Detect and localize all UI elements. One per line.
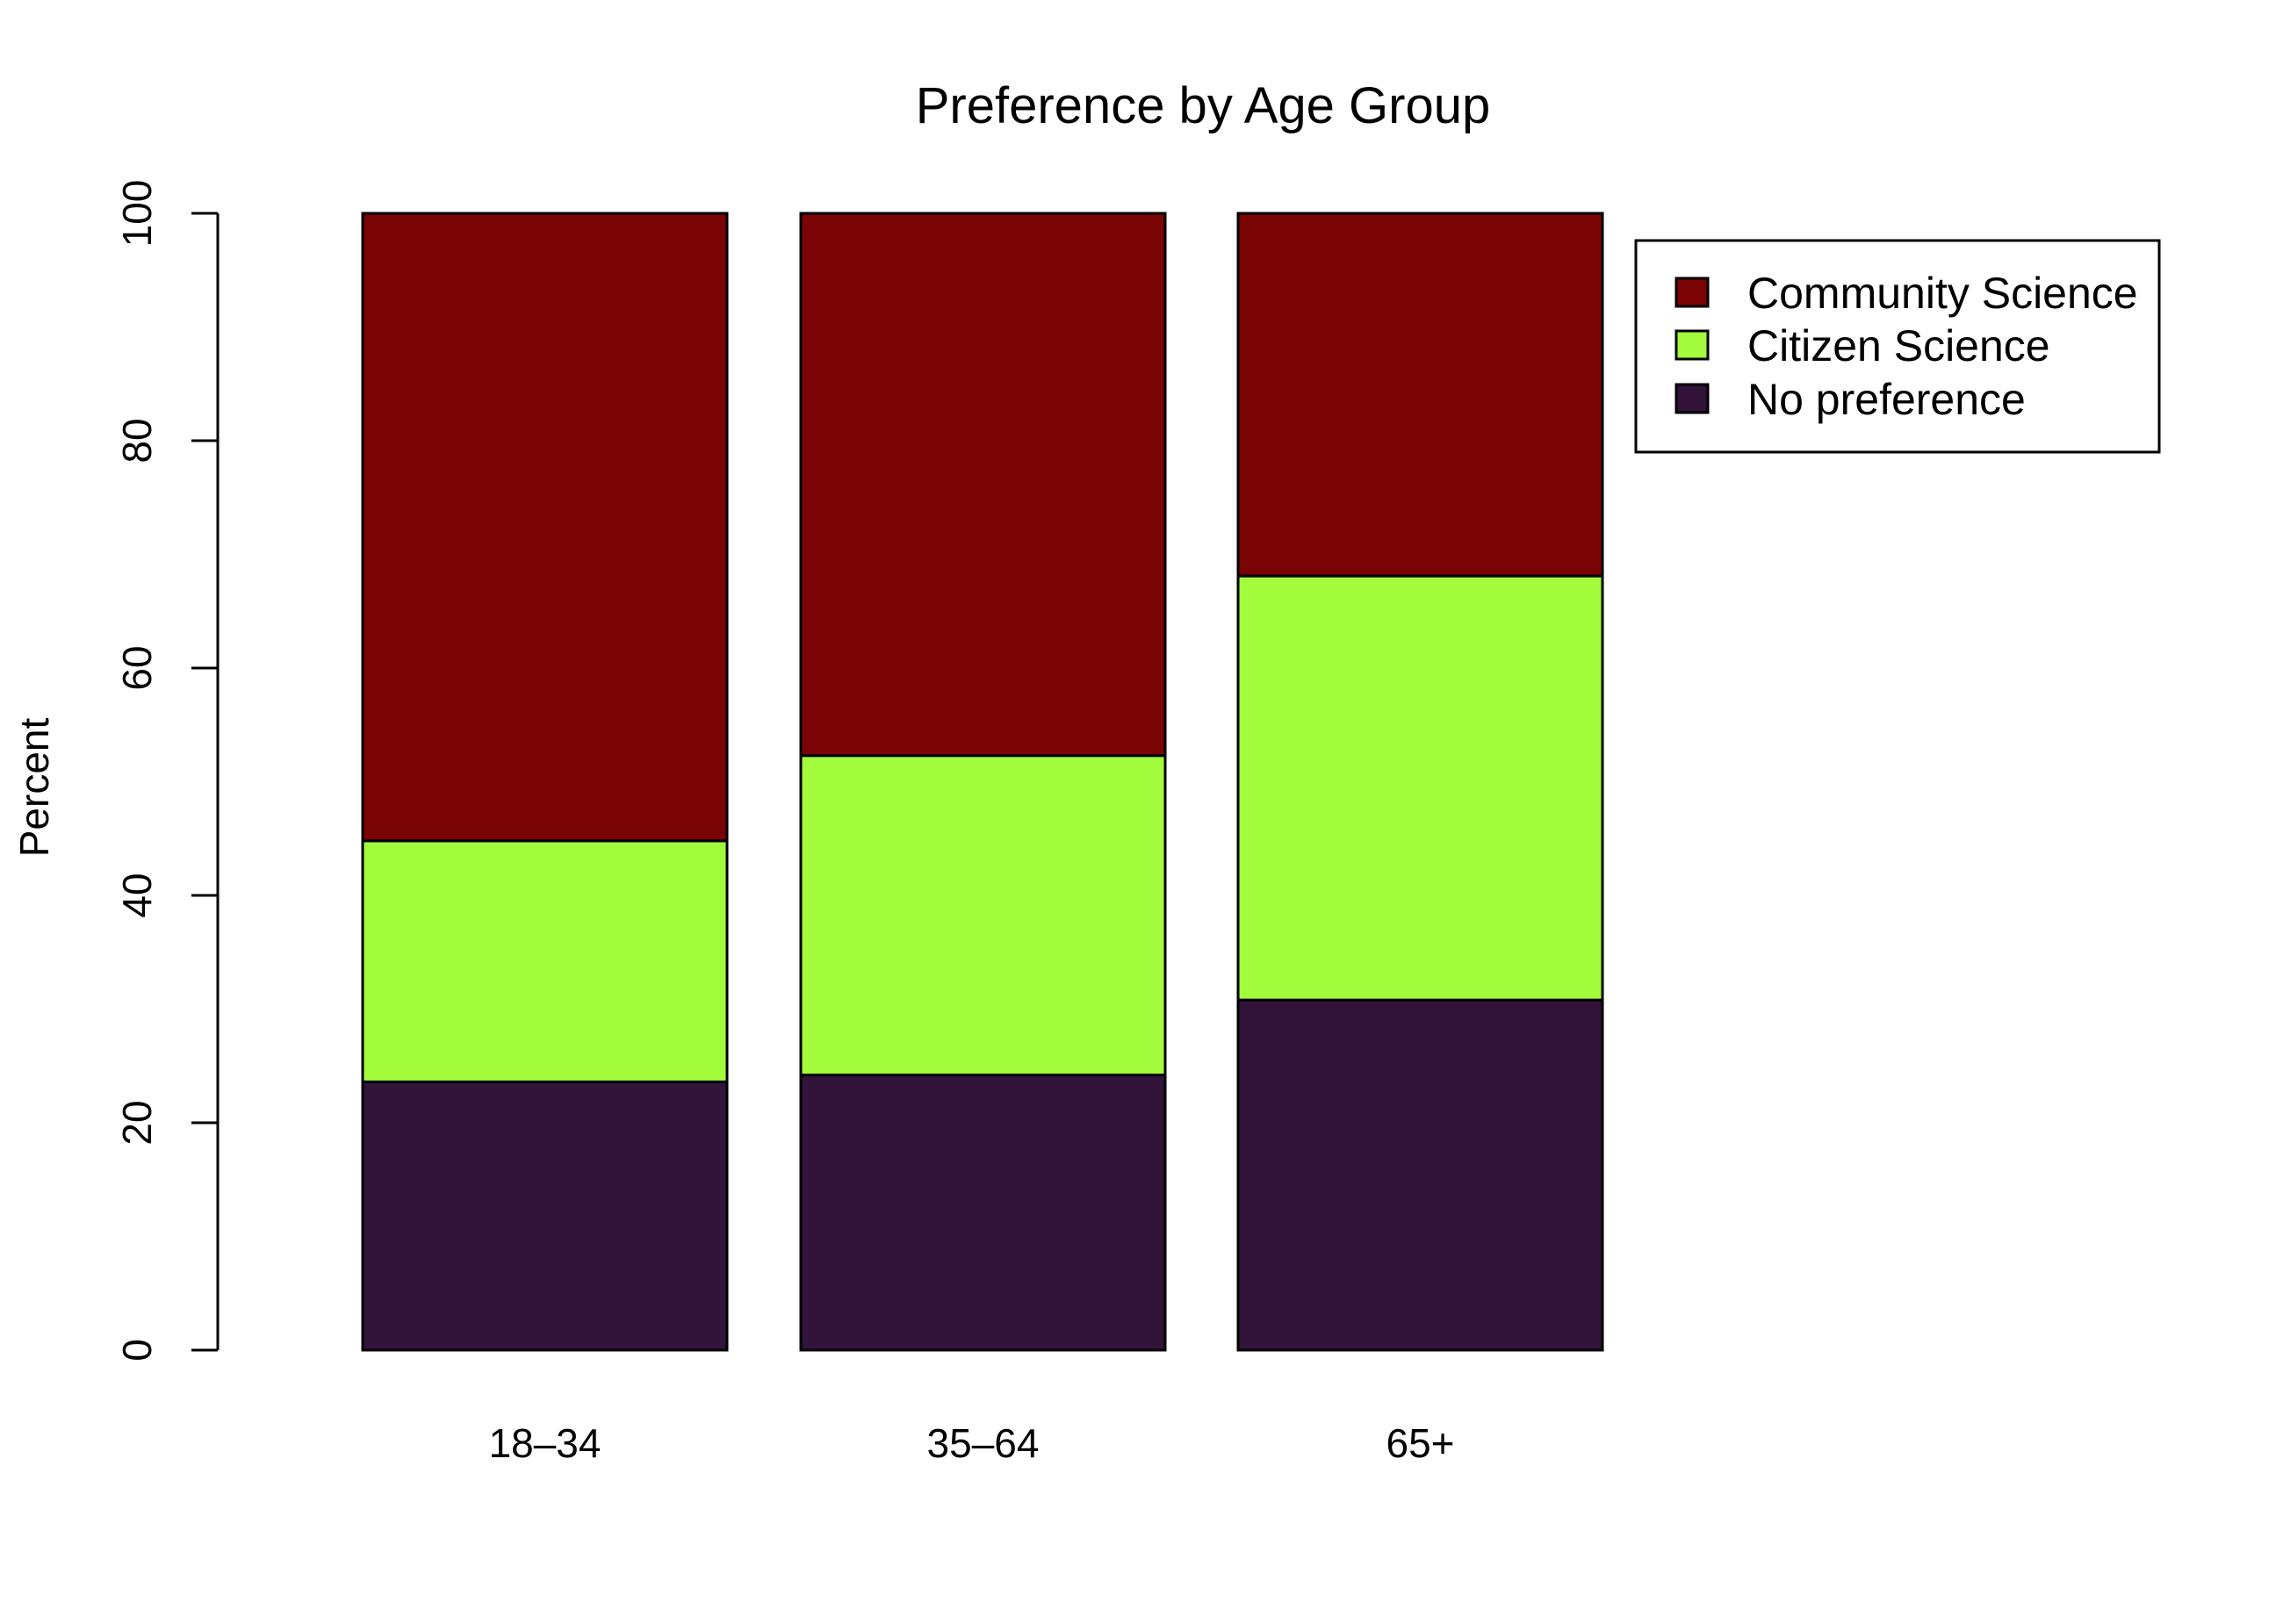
y-tick-label: 80 [114,418,160,463]
bar-1834-community-science [361,212,729,843]
legend-swatch [1674,329,1710,361]
y-tick-label: 100 [114,180,160,248]
y-tick-label: 20 [114,1100,160,1145]
legend-label: No preference [1747,375,2026,424]
bars [361,212,1604,1352]
y-tick-label: 60 [114,645,160,690]
x-tick-label: 18–34 [489,1420,601,1466]
y-axis-label: Percent [11,718,57,858]
bar-65+-citizen-science [1236,574,1604,1002]
bar-1834-no-preference [361,1080,729,1352]
bar-3564-citizen-science [799,754,1167,1077]
x-tick-label: 35–64 [927,1420,1040,1466]
y-axis: 0 20 40 60 80 100 [114,180,220,1362]
bar-3564-community-science [799,212,1167,758]
bar-65+-community-science [1236,212,1604,578]
legend-swatch [1674,383,1710,414]
x-axis-tick-labels: 18–34 35–64 65+ [489,1420,1455,1466]
bar-1834-citizen-science [361,839,729,1083]
y-tick-label: 40 [114,873,160,917]
bar-65+-no-preference [1236,998,1604,1352]
bar-3564-no-preference [799,1074,1167,1352]
legend-label: Citizen Science [1747,321,2050,370]
legend-swatch [1674,277,1710,308]
x-tick-label: 65+ [1386,1420,1454,1466]
legend-box [1634,239,2161,454]
chart-title: Preference by Age Group [916,77,1491,134]
y-tick-label: 0 [114,1339,160,1362]
legend-label: Community Science [1747,269,2138,318]
